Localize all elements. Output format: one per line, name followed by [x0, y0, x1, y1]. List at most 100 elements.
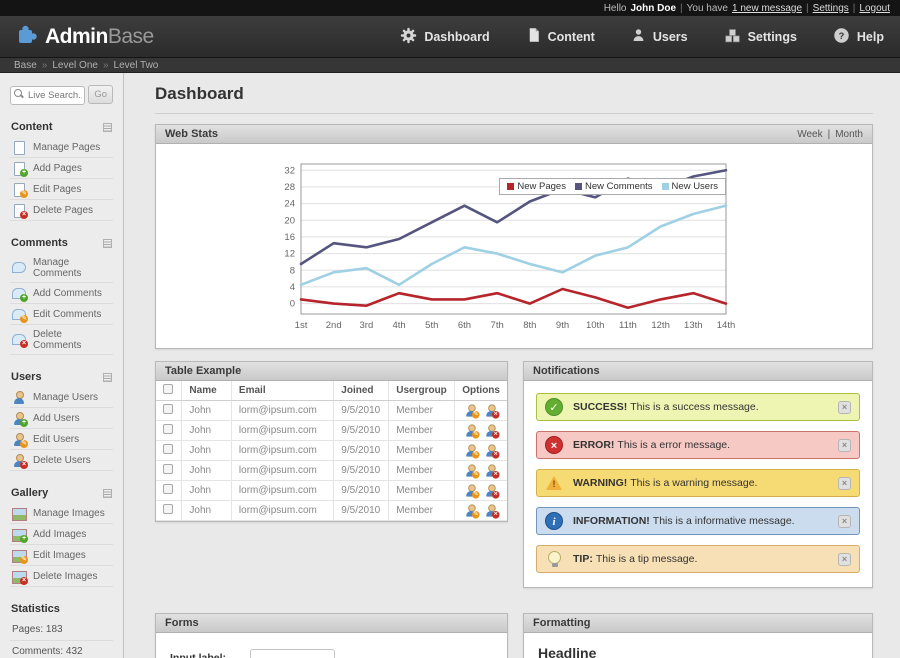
- notification-text: This is a tip message.: [595, 553, 698, 565]
- user-edit-icon[interactable]: ✎: [464, 443, 480, 459]
- panel-title: Notifications: [533, 365, 600, 377]
- section-title: Gallery: [11, 487, 49, 499]
- range-week-link[interactable]: Week: [797, 128, 823, 140]
- sidebar-item-manage-comments[interactable]: Manage Comments: [10, 253, 113, 283]
- panel-title: Web Stats: [165, 128, 218, 140]
- section-collapse-icon[interactable]: [103, 372, 112, 382]
- section-collapse-icon[interactable]: [103, 238, 112, 248]
- close-icon[interactable]: ×: [838, 401, 851, 414]
- close-icon[interactable]: ×: [838, 553, 851, 566]
- sidebar-item-delete-pages[interactable]: × Delete Pages: [10, 200, 113, 221]
- svg-text:12: 12: [284, 249, 295, 260]
- sidebar-item-edit-comments[interactable]: ✎ Edit Comments: [10, 304, 113, 325]
- nav-users[interactable]: Users: [631, 27, 688, 46]
- section-collapse-icon[interactable]: [103, 488, 112, 498]
- sidebar-item-add-pages[interactable]: + Add Pages: [10, 158, 113, 179]
- notification-label: TIP:: [573, 553, 593, 565]
- sidebar-item-delete-comments[interactable]: × Delete Comments: [10, 325, 113, 355]
- warning-triangle-icon: [545, 474, 563, 492]
- form-text-input[interactable]: [250, 649, 335, 658]
- user-delete-icon[interactable]: ×: [484, 423, 500, 439]
- notification-text: This is a error message.: [617, 439, 731, 451]
- new-message-link[interactable]: 1 new message: [732, 2, 803, 14]
- row-checkbox[interactable]: [163, 483, 173, 494]
- section-collapse-icon[interactable]: [103, 122, 112, 132]
- cell-email: lorm@ipsum.com: [230, 480, 334, 501]
- sidebar-item-label: Manage Comments: [33, 256, 82, 279]
- breadcrumb-level-two[interactable]: Level Two: [113, 59, 159, 71]
- cell-name: John: [181, 500, 232, 521]
- sidebar-item-add-images[interactable]: + Add Images: [10, 524, 113, 545]
- row-checkbox[interactable]: [163, 463, 173, 474]
- page-icon: [12, 140, 26, 155]
- row-checkbox[interactable]: [163, 443, 173, 454]
- search-go-button[interactable]: Go: [88, 85, 113, 104]
- close-icon[interactable]: ×: [838, 515, 851, 528]
- app-header: AdminBase Dashboard Content Users Settin…: [0, 16, 900, 58]
- user-edit-icon[interactable]: ✎: [464, 503, 480, 519]
- cell-usergroup: Member: [388, 460, 455, 481]
- page-edit-icon: ✎: [12, 182, 28, 198]
- sidebar-item-edit-images[interactable]: ✎ Edit Images: [10, 545, 113, 566]
- live-search-input[interactable]: [10, 86, 86, 105]
- nav-label: Users: [652, 29, 688, 44]
- user-delete-icon[interactable]: ×: [484, 503, 500, 519]
- settings-link[interactable]: Settings: [812, 2, 849, 14]
- user-delete-icon[interactable]: ×: [484, 483, 500, 499]
- select-all-checkbox[interactable]: [163, 383, 173, 394]
- row-checkbox[interactable]: [163, 423, 173, 434]
- row-checkbox[interactable]: [163, 403, 173, 414]
- user-edit-icon[interactable]: ✎: [464, 403, 480, 419]
- user-delete-icon[interactable]: ×: [484, 463, 500, 479]
- sidebar: Go Content Manage Pages + Add Pages ✎ Edit Pa…: [0, 73, 124, 658]
- sidebar-item-delete-images[interactable]: × Delete Images: [10, 566, 113, 587]
- column-header-options: Options: [454, 381, 507, 401]
- nav-dashboard[interactable]: Dashboard: [400, 27, 490, 47]
- svg-text:8: 8: [290, 265, 295, 276]
- user-delete-icon[interactable]: ×: [484, 443, 500, 459]
- image-delete-icon: ×: [12, 570, 28, 585]
- nav-content[interactable]: Content: [526, 27, 595, 46]
- cell-email: lorm@ipsum.com: [230, 460, 334, 481]
- close-icon[interactable]: ×: [838, 477, 851, 490]
- svg-text:16: 16: [284, 232, 295, 243]
- sidebar-item-delete-users[interactable]: × Delete Users: [10, 450, 113, 471]
- puzzle-logo-icon: [16, 22, 40, 52]
- user-edit-icon[interactable]: ✎: [464, 463, 480, 479]
- nav-settings[interactable]: Settings: [724, 27, 797, 47]
- main-nav: Dashboard Content Users Settings ? Help: [364, 27, 884, 47]
- column-header-joined: Joined: [333, 381, 389, 401]
- input-label: Input label:: [170, 651, 226, 658]
- user-edit-icon[interactable]: ✎: [464, 483, 480, 499]
- sidebar-item-manage-images[interactable]: Manage Images: [10, 503, 113, 524]
- row-checkbox[interactable]: [163, 503, 173, 514]
- svg-text:5th: 5th: [425, 320, 438, 331]
- range-month-link[interactable]: Month: [835, 128, 863, 140]
- cell-joined: 9/5/2010: [333, 420, 389, 441]
- sidebar-item-manage-pages[interactable]: Manage Pages: [10, 137, 113, 158]
- greeting-text: Hello: [603, 2, 627, 14]
- sidebar-item-add-comments[interactable]: + Add Comments: [10, 283, 113, 304]
- close-icon[interactable]: ×: [838, 439, 851, 452]
- notification-label: SUCCESS!: [573, 401, 628, 413]
- nav-help[interactable]: ? Help: [833, 27, 884, 47]
- breadcrumb-level-one[interactable]: Level One: [52, 59, 98, 71]
- cell-joined: 9/5/2010: [333, 400, 389, 421]
- breadcrumb-separator: »: [102, 59, 109, 71]
- svg-text:32: 32: [284, 165, 295, 176]
- comment-add-icon: +: [12, 287, 28, 302]
- user-delete-icon[interactable]: ×: [484, 403, 500, 419]
- user-edit-icon[interactable]: ✎: [464, 423, 480, 439]
- sidebar-item-edit-users[interactable]: ✎ Edit Users: [10, 429, 113, 450]
- title-divider: [155, 113, 873, 114]
- sidebar-item-add-users[interactable]: + Add Users: [10, 408, 113, 429]
- sidebar-section-users: Users Manage Users + Add Users ✎ Edit Users × D…: [10, 369, 113, 471]
- breadcrumb-base[interactable]: Base: [14, 59, 37, 71]
- notification-text: This is a warning message.: [630, 477, 758, 489]
- sidebar-item-manage-users[interactable]: Manage Users: [10, 387, 113, 408]
- svg-text:13th: 13th: [684, 320, 703, 331]
- logout-link[interactable]: Logout: [859, 2, 890, 14]
- sidebar-item-edit-pages[interactable]: ✎ Edit Pages: [10, 179, 113, 200]
- comment-icon: [12, 261, 26, 274]
- cell-joined: 9/5/2010: [333, 500, 389, 521]
